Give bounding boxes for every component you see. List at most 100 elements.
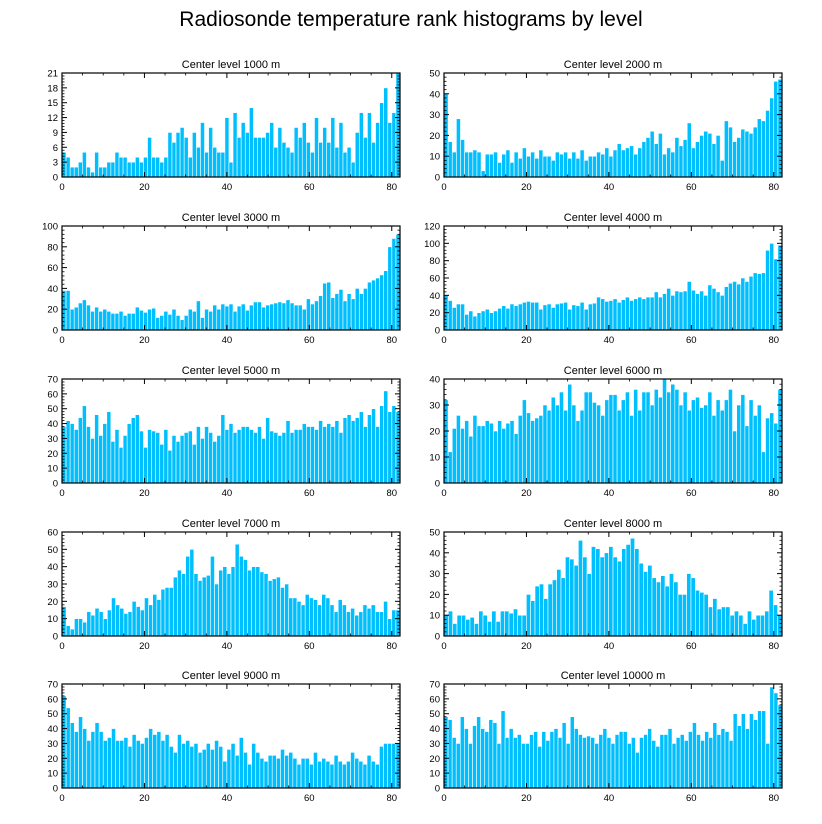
bar <box>130 417 136 484</box>
bar <box>554 151 560 178</box>
bar <box>367 414 372 484</box>
bar <box>670 383 676 484</box>
bar <box>269 303 275 331</box>
y-tick-label: 50 <box>429 69 440 80</box>
bar <box>622 731 628 789</box>
bar <box>456 614 462 637</box>
bar <box>370 604 376 637</box>
bar <box>271 578 277 637</box>
bar <box>579 301 585 331</box>
bar <box>773 258 779 331</box>
bar <box>160 588 166 637</box>
y-tick-label: 60 <box>429 274 440 285</box>
bar <box>773 692 779 789</box>
bar <box>547 583 553 637</box>
bar <box>77 417 83 484</box>
y-tick-label: 10 <box>429 769 440 780</box>
bar <box>391 112 397 178</box>
bar <box>596 296 601 331</box>
bar <box>395 72 401 178</box>
bar <box>703 130 709 178</box>
bar <box>151 156 156 178</box>
bar <box>284 755 290 789</box>
bar <box>238 737 244 789</box>
bar <box>167 450 173 484</box>
bar <box>508 612 514 637</box>
bar <box>224 429 230 484</box>
bar <box>751 619 757 637</box>
bar <box>703 594 709 637</box>
bar <box>583 160 589 178</box>
bar <box>391 609 397 637</box>
bar <box>620 149 626 178</box>
bar <box>641 298 647 331</box>
bar <box>341 763 347 789</box>
bar <box>662 378 667 484</box>
bar <box>187 156 193 178</box>
bar <box>678 291 684 331</box>
bar <box>379 274 385 331</box>
bar <box>383 601 388 637</box>
bar <box>493 430 498 484</box>
bar <box>765 110 770 178</box>
bar <box>468 310 474 331</box>
bar <box>530 600 536 637</box>
bar <box>185 555 191 637</box>
bar <box>559 153 564 178</box>
bar <box>253 301 258 331</box>
bar <box>126 313 132 331</box>
bar <box>545 740 551 789</box>
y-tick-label: 40 <box>47 562 58 573</box>
bar <box>251 566 257 637</box>
bar <box>492 722 498 789</box>
bar <box>119 740 125 789</box>
bar <box>261 137 266 178</box>
y-tick-label: 21 <box>47 69 58 80</box>
bar <box>719 409 725 484</box>
x-tick-label: 0 <box>441 335 446 346</box>
bar <box>586 573 592 637</box>
bar <box>674 137 680 178</box>
bar <box>61 426 67 484</box>
bar <box>297 137 303 178</box>
bar <box>658 296 663 331</box>
bar <box>90 438 95 484</box>
x-tick-label: 0 <box>59 793 64 804</box>
bar <box>451 307 457 331</box>
bar <box>135 414 140 484</box>
bar <box>167 314 173 331</box>
bar <box>204 151 209 178</box>
bar <box>637 409 643 484</box>
bar <box>658 133 663 178</box>
y-tick-label: 20 <box>429 590 440 601</box>
y-tick-label: 15 <box>47 98 58 109</box>
bar <box>171 142 177 178</box>
bar <box>218 746 224 789</box>
panel-title: Center level 8000 m <box>564 518 662 530</box>
bar <box>354 288 360 331</box>
bar <box>489 422 494 484</box>
x-tick-label: 40 <box>604 488 615 499</box>
bar <box>633 153 639 178</box>
bar <box>529 734 534 789</box>
bar <box>716 734 722 789</box>
bar <box>240 426 246 484</box>
bar <box>304 594 310 637</box>
y-tick-label: 30 <box>429 569 440 580</box>
bar <box>210 555 215 637</box>
bar <box>522 399 527 484</box>
panel-title: Center level 10000 m <box>561 670 666 682</box>
bar <box>317 760 322 789</box>
bar <box>218 569 224 637</box>
bar <box>526 412 531 484</box>
bar <box>708 737 714 789</box>
bar <box>476 425 482 484</box>
bar <box>61 695 67 789</box>
y-tick-label: 30 <box>47 434 58 445</box>
bar <box>238 555 244 637</box>
bar <box>476 151 482 178</box>
bar <box>493 151 498 178</box>
bar <box>144 737 149 789</box>
bar <box>147 308 152 331</box>
bar <box>204 308 209 331</box>
